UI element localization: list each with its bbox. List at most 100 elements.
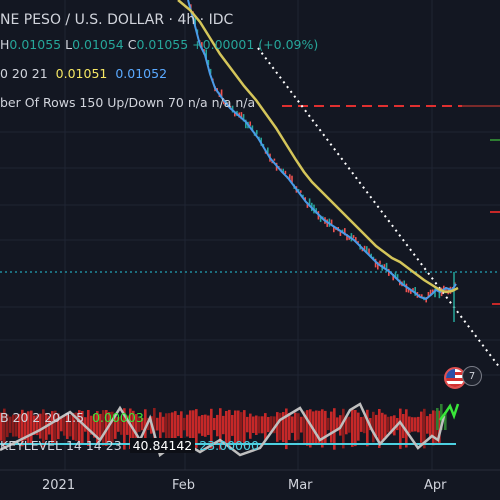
histogram-bar — [240, 412, 243, 442]
candle — [249, 121, 251, 126]
histogram-bar — [297, 413, 300, 440]
histogram-bar — [27, 411, 30, 444]
candle — [412, 288, 414, 291]
histogram-bar — [177, 415, 180, 437]
trendline[interactable] — [257, 47, 500, 369]
histogram-bar — [255, 415, 258, 435]
histogram-bar — [51, 411, 54, 444]
candle — [194, 16, 196, 26]
histogram-bar — [36, 415, 39, 436]
symbol-title[interactable]: NE PESO / U.S. DOLLAR · 4h · IDC — [0, 12, 233, 28]
candle — [414, 287, 416, 296]
histogram-bar — [93, 414, 96, 438]
histogram-bar — [378, 409, 381, 448]
histogram-bar — [57, 413, 60, 440]
histogram-bar — [9, 416, 12, 433]
histogram-bar — [345, 415, 348, 435]
histogram-bar — [408, 416, 411, 433]
histogram-bar — [417, 416, 420, 433]
histogram-bar — [63, 415, 66, 436]
histogram-bar — [12, 414, 15, 437]
histogram-bar — [258, 416, 261, 434]
histogram-bar — [444, 412, 447, 430]
histogram-bar — [267, 417, 270, 433]
candle — [289, 174, 291, 180]
histogram-bar — [33, 415, 36, 435]
bb-params: B 20 2 20 1.5 — [0, 410, 85, 425]
high-label: H — [0, 37, 10, 52]
candle — [377, 261, 379, 270]
candle — [434, 288, 436, 298]
keylevel-indicator-legend[interactable]: KEYLEVEL 14 14 23 40.84142 23.00000 — [0, 438, 259, 453]
volume-profile-legend[interactable]: ber Of Rows 150 Up/Down 70 n/a n/a n/a — [0, 95, 255, 111]
histogram-bar — [6, 414, 9, 438]
histogram-bar — [372, 411, 375, 443]
candle — [363, 245, 366, 251]
histogram-bar — [216, 414, 219, 437]
close-value: 0.01055 — [136, 37, 189, 52]
histogram-bar — [423, 408, 426, 449]
histogram-bar — [54, 410, 57, 445]
candle — [394, 272, 397, 279]
candle — [427, 292, 430, 298]
histogram-bar — [0, 412, 3, 441]
high-value: 0.01055 — [9, 37, 62, 52]
histogram-bar — [66, 413, 69, 439]
horizontal-gridlines — [0, 131, 500, 376]
x-axis-label-2021: 2021 — [42, 478, 76, 493]
histogram-bar — [324, 410, 327, 445]
histogram-bar — [123, 408, 126, 450]
candle — [205, 49, 207, 59]
bb-indicator-legend[interactable]: B 20 2 20 1.5 0.00003 — [0, 410, 144, 425]
candle — [319, 215, 322, 222]
histogram-bar — [420, 411, 423, 443]
bb-value: 0.00003 — [92, 410, 144, 425]
histogram-bar — [186, 414, 189, 437]
histogram-bar — [30, 410, 33, 445]
histogram-bar — [180, 411, 183, 444]
candle — [207, 60, 210, 66]
candle — [385, 262, 388, 272]
histogram-bar — [387, 416, 390, 433]
symbol-name: NE PESO / U.S. DOLLAR · 4h · IDC — [0, 12, 234, 28]
histogram-bar — [249, 413, 252, 439]
candle — [410, 289, 412, 294]
histogram-bar — [72, 413, 75, 440]
yellow-moving-average — [177, 0, 459, 294]
histogram-bar — [102, 410, 105, 446]
histogram-bar — [90, 415, 93, 435]
histogram-bar — [234, 410, 237, 445]
candle — [267, 147, 269, 155]
histogram-bar — [222, 415, 225, 435]
histogram-bar — [138, 417, 141, 432]
histogram-bar — [294, 412, 297, 441]
histogram-bar — [228, 409, 231, 447]
histogram-bar — [327, 417, 330, 431]
histogram-bar — [351, 409, 354, 447]
histogram-bar — [273, 416, 276, 434]
candle — [251, 125, 254, 131]
histogram-bar — [282, 412, 285, 443]
histogram-bar — [84, 417, 87, 432]
event-count-badge[interactable]: 7 — [462, 366, 482, 386]
white-oscillator — [0, 402, 446, 458]
histogram-bar — [342, 408, 345, 449]
histogram-bar — [141, 417, 144, 431]
histogram-bar — [195, 409, 198, 448]
histogram-bar — [243, 410, 246, 446]
histogram-bar — [39, 413, 42, 439]
ma-legend[interactable]: 0 20 21 0.01051 0.01052 — [0, 66, 167, 82]
candle — [330, 219, 333, 225]
candle — [273, 158, 276, 161]
x-axis-label-apr: Apr — [424, 478, 447, 493]
histogram-bar — [393, 415, 396, 436]
histogram-bar — [436, 408, 439, 430]
keylevel-value-1: 40.84142 — [129, 438, 196, 453]
us-flag-event-icon[interactable] — [444, 367, 466, 389]
histogram-bar — [432, 410, 435, 446]
histogram-bar — [120, 415, 123, 435]
candle — [245, 119, 247, 129]
candle — [220, 89, 223, 98]
histogram-bar — [162, 416, 165, 433]
